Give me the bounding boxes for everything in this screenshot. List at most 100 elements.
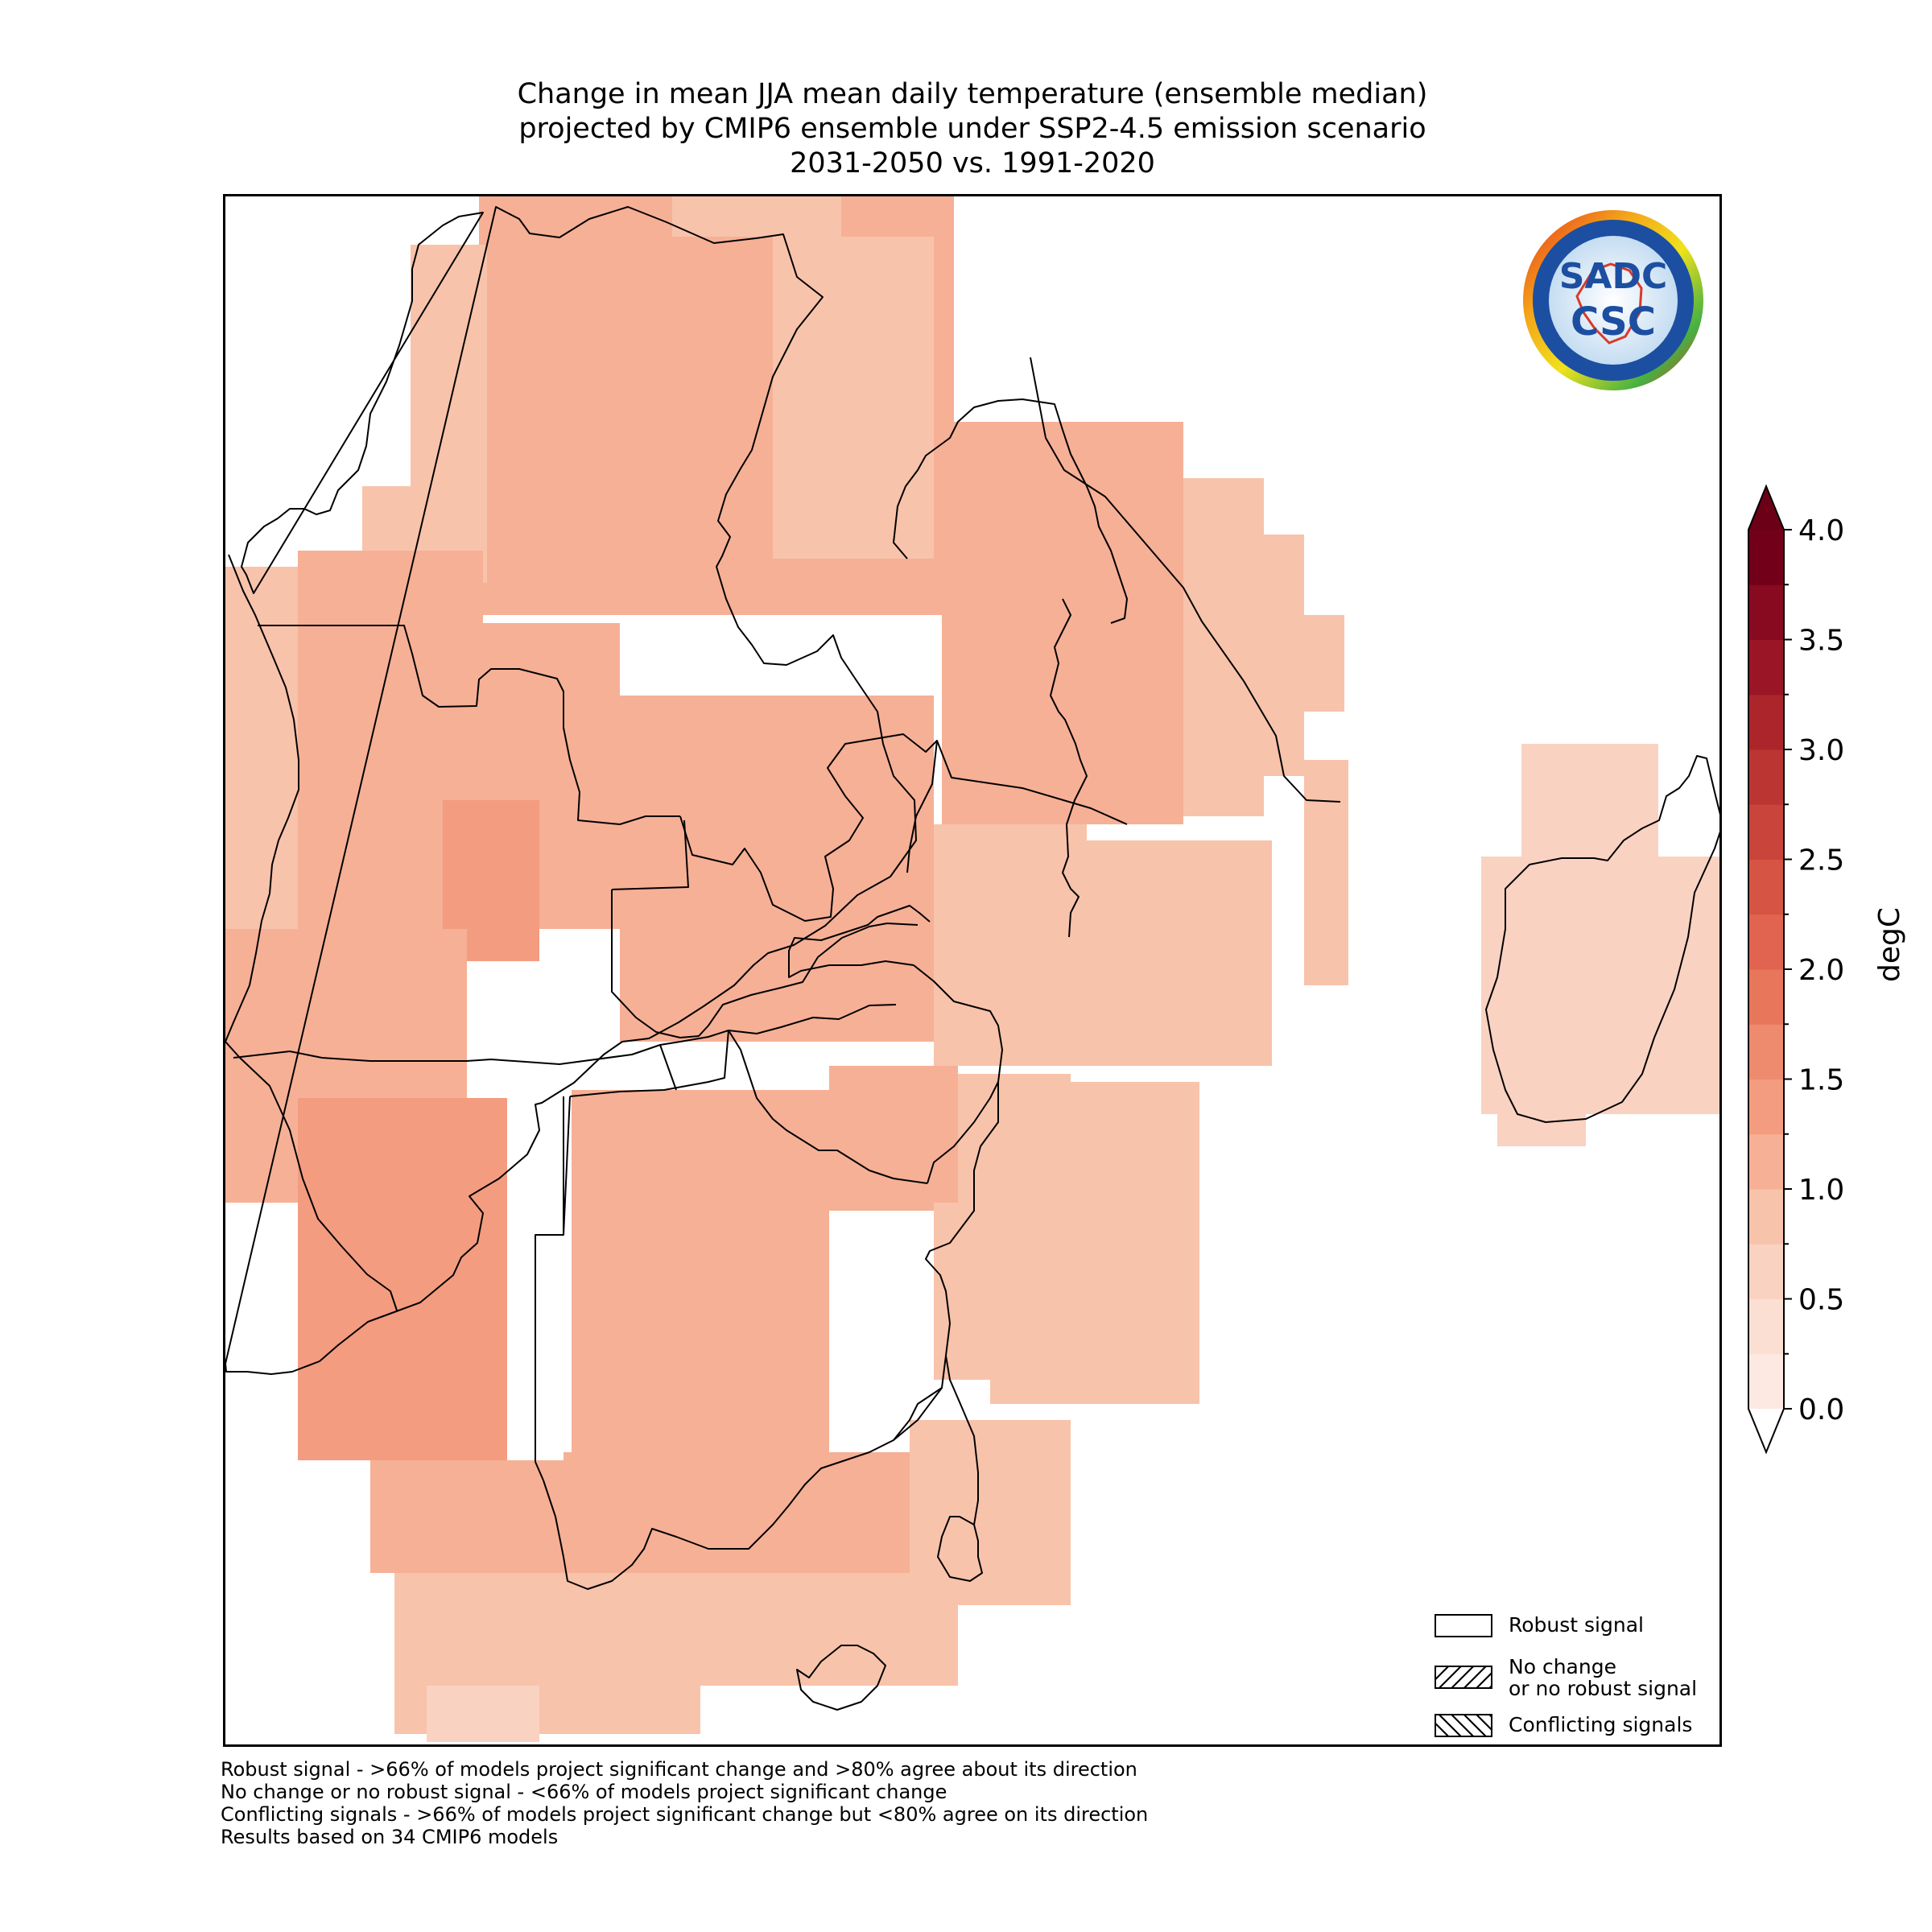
grid-cell (572, 1090, 829, 1452)
colorbar-swatch (1748, 914, 1784, 970)
colorbar-swatch (1748, 1079, 1784, 1135)
footnote-no-change: No change or no robust signal - <66% of … (221, 1781, 947, 1803)
grid-cell (700, 1573, 958, 1686)
legend-swatch-no-change (1435, 1666, 1492, 1689)
colorbar-tick-label: 0.0 (1798, 1393, 1844, 1426)
botswana-south (535, 1030, 729, 1462)
zimbabwe-mozambique (927, 1081, 999, 1184)
colorbar-swatch (1748, 694, 1784, 750)
legend-label-conflicting: Conflicting signals (1509, 1713, 1693, 1736)
mozambique-west (893, 964, 1003, 1441)
colorbar-tick-label: 3.5 (1798, 625, 1844, 658)
grid-cell (298, 551, 483, 623)
grid-cell (1521, 744, 1658, 865)
colorbar-swatch (1748, 1244, 1784, 1299)
footnote-models: Results based on 34 CMIP6 models (221, 1826, 559, 1848)
colorbar-swatch (1748, 969, 1784, 1025)
grid-cell (298, 1098, 507, 1460)
grid-cell (942, 422, 1183, 824)
grid-cell (934, 1203, 1038, 1380)
colorbar-tick-label: 1.5 (1798, 1064, 1844, 1097)
zambia-east (611, 890, 919, 1038)
grid-cell (1087, 840, 1272, 1066)
south-africa-mozambique (945, 1355, 979, 1525)
title-line-2: projected by CMIP6 ensemble under SSP2-4… (518, 113, 1426, 145)
colorbar-swatch (1748, 1133, 1784, 1190)
colorbar-label: degC (1873, 907, 1906, 982)
colorbar-swatches (1748, 484, 1785, 1455)
colorbar-swatch (1748, 1298, 1784, 1355)
title-line-1: Change in mean JJA mean daily temperatur… (517, 78, 1428, 110)
colorbar-tick-label: 4.0 (1798, 514, 1844, 547)
legend-label-robust: Robust signal (1509, 1613, 1644, 1637)
mainland-coastline (225, 206, 917, 1375)
lake-victoria-edge (893, 398, 1128, 624)
footnotes: Robust signal - >66% of models project s… (221, 1758, 1148, 1848)
grid-cell (225, 929, 467, 1074)
grid-cell (1304, 615, 1344, 712)
colorbar-tick-label: 3.0 (1798, 734, 1844, 767)
malawi-outline (1050, 598, 1088, 938)
legend-label-no-change-line1: No change (1509, 1655, 1616, 1678)
zimbabwe-south (728, 1030, 928, 1184)
zambia-north (611, 819, 931, 978)
lesotho-outline (796, 1645, 886, 1711)
colorbar-swatch (1748, 639, 1784, 696)
grid-cell (934, 824, 1087, 1066)
grid-cell (225, 567, 298, 752)
grid-cell (1304, 760, 1348, 985)
grid-cell (1481, 857, 1719, 1114)
south-africa-north (535, 1387, 943, 1590)
namibia-north (233, 1004, 897, 1065)
colorbar-swatch (1748, 530, 1784, 585)
colorbar-swatch (1748, 584, 1784, 640)
grid-cell (1264, 535, 1304, 776)
colorbar-extend-max (1748, 486, 1784, 530)
colorbar-swatch (1748, 749, 1784, 805)
grid-cell (620, 696, 934, 1042)
angola-drc-border (258, 625, 680, 825)
legend-item-conflicting: Conflicting signals (1435, 1714, 1692, 1737)
grid-cell (1497, 1114, 1586, 1146)
grid-cell (1183, 478, 1264, 816)
country-borders (225, 206, 1719, 1711)
grid-cell (564, 1452, 910, 1589)
sadc-csc-logo: SADC CSC (1523, 210, 1703, 390)
grid-cell (672, 196, 841, 237)
logo-mark-bottom: CSC (1571, 299, 1656, 345)
grid-cells (225, 196, 1719, 1742)
grid-cell (225, 752, 298, 929)
colorbar-swatch (1748, 804, 1784, 860)
colorbar-swatch (1748, 1353, 1784, 1410)
drc-east-border (679, 733, 1128, 922)
footnote-robust: Robust signal - >66% of models project s… (221, 1758, 1137, 1781)
legend-label-no-change: No change or no robust signal (1509, 1656, 1697, 1699)
colorbar-ticks: 0.0 0.5 1.0 1.5 2.0 2.5 3.0 3.5 4.0 (1784, 514, 1844, 1426)
legend-item-robust: Robust signal (1435, 1614, 1644, 1637)
madagascar-outline (1485, 755, 1719, 1123)
legend-swatch-robust (1435, 1614, 1492, 1637)
grid-cell (370, 1460, 564, 1573)
title-line-3: 2031-2050 vs. 1991-2020 (790, 147, 1155, 180)
tanzania-north (1030, 357, 1341, 803)
colorbar-tick-label: 2.5 (1798, 844, 1844, 877)
temperature-change-map (225, 196, 1719, 1742)
legend-item-no-change: No change or no robust signal (1435, 1656, 1697, 1699)
colorbar-swatch (1748, 1024, 1784, 1080)
colorbar-extend-min (1748, 1409, 1784, 1452)
grid-cell (427, 1686, 539, 1742)
map-panel (223, 194, 1722, 1747)
colorbar-tick-label: 2.0 (1798, 954, 1844, 987)
colorbar-swatch (1748, 1189, 1784, 1245)
legend-label-no-change-line2: or no robust signal (1509, 1677, 1698, 1700)
colorbar: 0.0 0.5 1.0 1.5 2.0 2.5 3.0 3.5 4.0 (1748, 484, 1844, 1455)
footnote-conflicting: Conflicting signals - >66% of models pro… (221, 1803, 1149, 1826)
logo-mark-top: SADC (1559, 256, 1668, 297)
lake-tanganyika-west (906, 740, 938, 873)
colorbar-tick-label: 0.5 (1798, 1284, 1844, 1317)
colorbar-swatch (1748, 859, 1784, 915)
chart-title: Change in mean JJA mean daily temperatur… (223, 77, 1722, 181)
colorbar-tick-label: 1.0 (1798, 1174, 1844, 1207)
legend-swatch-conflicting (1435, 1714, 1492, 1737)
eswatini-outline (937, 1516, 983, 1582)
